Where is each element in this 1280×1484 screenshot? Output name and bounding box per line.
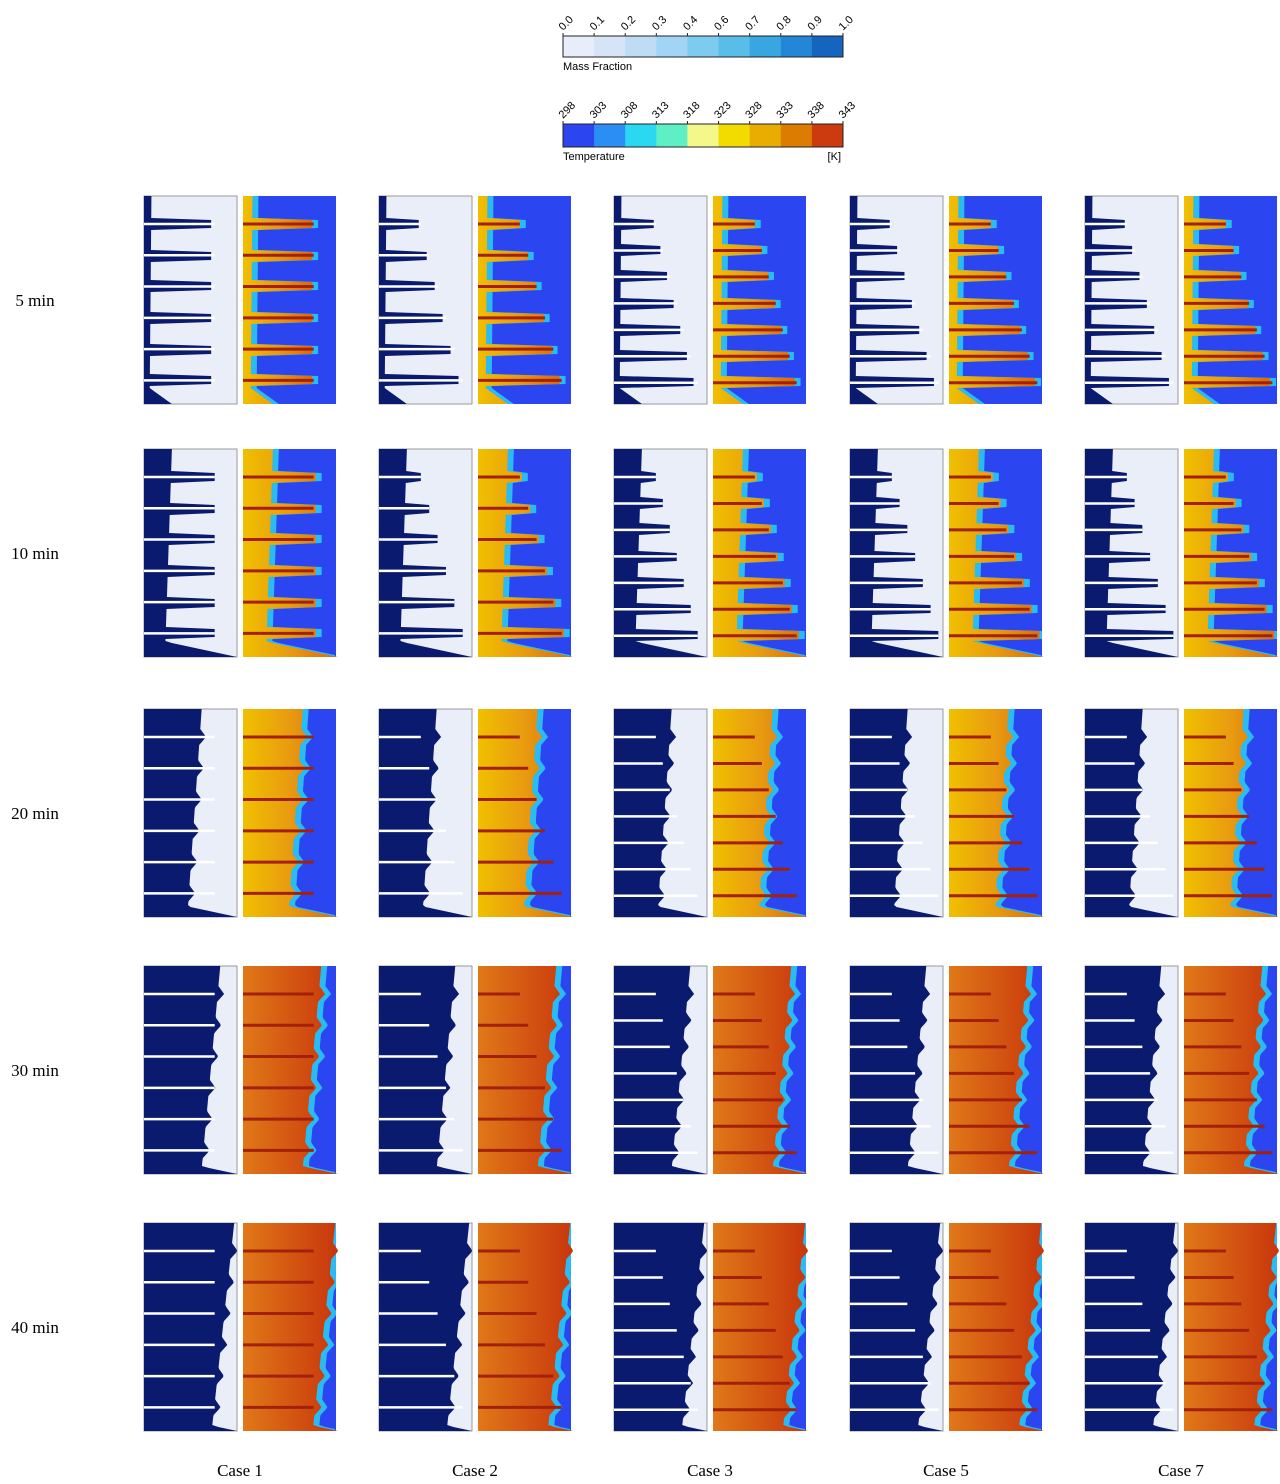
colorbar-segment [719,124,751,147]
colorbar-unit: [K] [828,151,841,163]
panel-pair [144,966,338,1174]
panel-pair [379,709,573,917]
colorbar-segment [656,124,688,147]
figure: Mass Fraction Temperature [K] 0.0 0.1 0.2 0… [0,0,1280,1484]
panel-pair [379,966,573,1174]
colorbar-title: Temperature [563,151,625,163]
colorbar-tick-label: 0.0 [557,14,576,33]
colorbar-tick-label: 303 [588,100,609,121]
panel-pair [614,449,808,657]
colorbar-segment [563,124,595,147]
colorbar-tick-label: 323 [712,100,733,121]
colorbar-segment [594,124,626,147]
row-label: 40 min [11,1318,59,1337]
panel-pair [1085,709,1279,917]
panel-pair [850,966,1044,1174]
colorbar-segment [750,124,782,147]
colorbar-segment [687,124,719,147]
colorbar-tick-label: 0.8 [774,14,793,33]
colorbar-tick-label: 333 [774,100,795,121]
colorbar-segment [781,36,813,57]
colorbar-segment [719,36,751,57]
colorbar-tick-label: 0.9 [806,14,825,33]
colorbar-segment [563,36,595,57]
colorbar-segment [812,124,844,147]
colorbar-tick-label: 338 [806,100,827,121]
panel-pair [614,1223,808,1431]
panel-pair [614,709,808,917]
colorbar-segment [812,36,844,57]
case-label: Case 2 [452,1461,498,1480]
colorbar-segment [594,36,626,57]
colorbar-tick-label: 0.6 [712,14,731,33]
colorbar-segment [625,36,657,57]
page: {"colorbars":[ {"title":"Mass Fraction",… [0,0,1280,1484]
colorbar-tick-label: 298 [557,100,578,121]
panel-pair [144,196,336,404]
row-label: 30 min [11,1061,59,1080]
panel-pair [614,196,806,404]
colorbar-segment [625,124,657,147]
colorbar-title: Mass Fraction [563,61,632,73]
case-label: Case 3 [687,1461,733,1480]
colorbar-tick-label: 0.7 [743,14,762,33]
panel-pair [850,709,1044,917]
row-label: 20 min [11,804,59,823]
panel-pair [850,449,1044,657]
colorbar-segment [687,36,719,57]
panel-pair [614,966,808,1174]
panel-pair [379,1223,573,1431]
case-label: Case 7 [1158,1461,1204,1480]
panel-pair [1085,449,1279,657]
colorbar-tick-label: 0.1 [588,14,607,33]
colorbar-tick-label: 328 [743,100,764,121]
panel-pair [379,449,573,657]
colorbar-tick-label: 308 [619,100,640,121]
panel-pair [144,1223,338,1431]
colorbar-tick-label: 313 [650,100,671,121]
case-label: Case 1 [217,1461,263,1480]
panel-pair [1085,196,1277,404]
row-label: 5 min [15,291,55,310]
colorbar-segment [750,36,782,57]
colorbar-tick-label: 0.3 [650,14,669,33]
row-label: 10 min [11,544,59,563]
panel-pair [379,196,571,404]
colorbar-tick-label: 0.4 [681,14,700,33]
panel-pair [1085,1223,1279,1431]
panel-pair [850,196,1042,404]
colorbar-segment [781,124,813,147]
case-label: Case 5 [923,1461,969,1480]
panel-pair [144,449,338,657]
panel-pair [850,1223,1044,1431]
colorbar-tick-label: 0.2 [619,14,638,33]
colorbar-tick-label: 1.0 [837,14,856,33]
panel-pair [144,709,338,917]
colorbar-tick-label: 318 [681,100,702,121]
colorbar-segment [656,36,688,57]
panel-pair [1085,966,1279,1174]
colorbar-tick-label: 343 [837,100,858,121]
